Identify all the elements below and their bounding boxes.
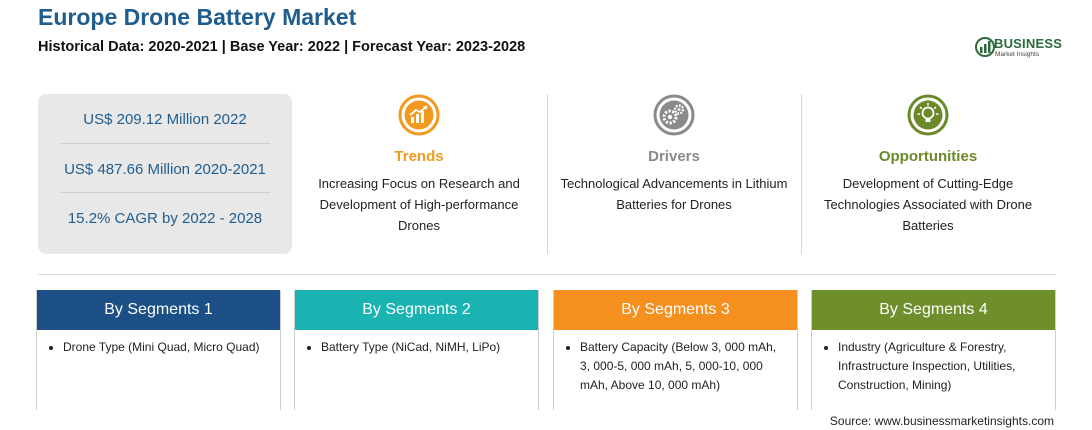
logo-tagline: Market Insights (995, 51, 1040, 58)
segment-1-title: By Segments 1 (37, 290, 280, 330)
opportunities-heading: Opportunities (878, 148, 978, 165)
section-divider (38, 274, 1056, 275)
source-note: Source: www.businessmarketinsights.com (829, 414, 1054, 428)
segment-1-item: Drone Type (Mini Quad, Micro Quad) (63, 338, 268, 357)
lightbulb-icon (907, 94, 949, 136)
company-logo: BUSINESS Market Insights (974, 34, 1064, 60)
gears-icon (653, 94, 695, 136)
stat-market-size-2022: US$ 209.12 Million 2022 (83, 111, 247, 128)
column-divider (801, 94, 802, 254)
stat-historical-value: US$ 487.66 Million 2020-2021 (64, 161, 266, 178)
trend-chart-icon (398, 94, 440, 136)
opportunities-description: Development of Cutting-Edge Technologies… (823, 176, 1033, 233)
logo-name: BUSINESS (994, 36, 1063, 51)
trends-heading: Trends (394, 148, 444, 165)
segment-3-item: Battery Capacity (Below 3, 000 mAh, 3, 0… (580, 338, 785, 395)
stats-panel: US$ 209.12 Million 2022 US$ 487.66 Milli… (38, 94, 292, 254)
segment-card-4: By Segments 4 Industry (Agriculture & Fo… (811, 290, 1056, 410)
segment-card-1: By Segments 1 Drone Type (Mini Quad, Mic… (36, 290, 281, 410)
trends-column: Trends Increasing Focus on Research and … (304, 94, 534, 236)
drivers-heading: Drivers (648, 148, 700, 165)
drivers-column: Drivers Technological Advancements in Li… (559, 94, 789, 215)
segment-2-item: Battery Type (NiCad, NiMH, LiPo) (321, 338, 526, 357)
stat-divider (60, 192, 270, 193)
opportunities-column: Opportunities Development of Cutting-Edg… (813, 94, 1043, 236)
drivers-description: Technological Advancements in Lithium Ba… (560, 176, 788, 212)
segment-card-3: By Segments 3 Battery Capacity (Below 3,… (553, 290, 798, 410)
segment-2-title: By Segments 2 (295, 290, 538, 330)
segment-4-item: Industry (Agriculture & Forestry, Infras… (838, 338, 1043, 395)
segment-4-title: By Segments 4 (812, 290, 1055, 330)
page-title: Europe Drone Battery Market (38, 4, 357, 30)
trends-description: Increasing Focus on Research and Develop… (318, 176, 520, 233)
page-subtitle: Historical Data: 2020-2021 | Base Year: … (38, 39, 526, 55)
column-divider (547, 94, 548, 254)
segment-card-2: By Segments 2 Battery Type (NiCad, NiMH,… (294, 290, 539, 410)
globe-logo-icon (975, 37, 995, 57)
stat-divider (60, 143, 270, 144)
segment-3-title: By Segments 3 (554, 290, 797, 330)
stat-cagr: 15.2% CAGR by 2022 - 2028 (67, 210, 263, 227)
